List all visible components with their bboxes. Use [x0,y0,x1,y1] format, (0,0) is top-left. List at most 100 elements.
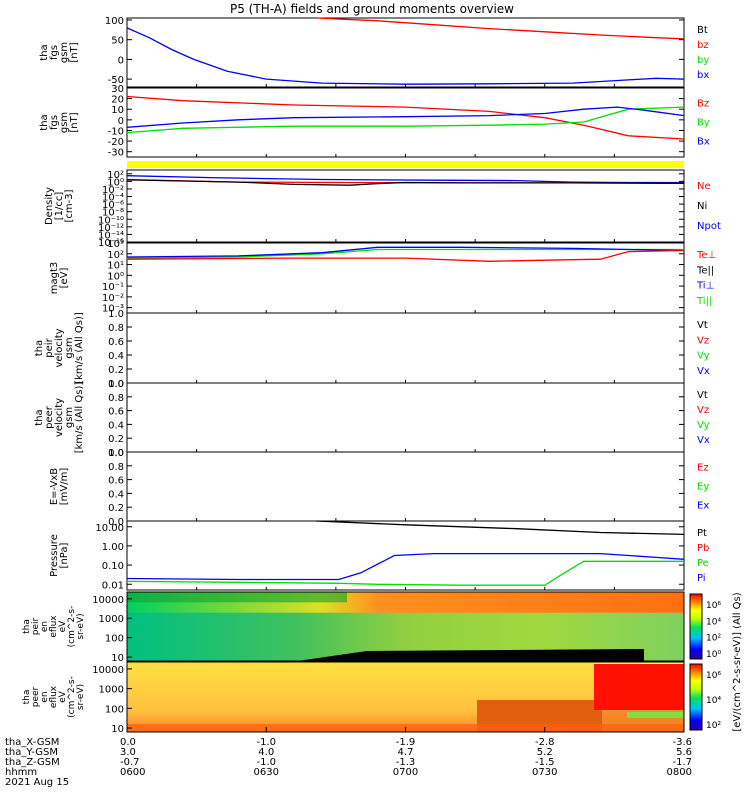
y-tick-label: 10⁻² [102,293,124,304]
x-tick-label: 5.6 [676,747,692,758]
y-axis-label: [nT] [69,42,80,62]
y-tick-label: 0.2 [108,503,124,514]
y-axis-label: [cm-3] [64,189,75,222]
chart-title: P5 (TH-A) fields and ground moments over… [230,2,514,16]
y-tick-label: 10³ [107,239,124,250]
y-axis-label: fgs [49,115,60,130]
y-tick-label: 10⁰ [107,271,124,282]
panel-frame [126,451,685,522]
series-line-Ti|| [126,248,684,259]
series-line-Pe [126,560,684,586]
y-axis-label: [nPa] [59,542,70,568]
legend-entry: Pi [697,573,706,584]
colorbar-tick-label: 10⁴ [706,696,721,706]
y-axis-label: [nT] [69,112,80,132]
y-axis-label: tha [39,44,50,60]
x-tick-label: -2.8 [535,737,555,748]
y-tick-label: 10⁻¹ [102,282,124,293]
x-tick-label: 0800 [667,767,692,778]
y-tick-label: 10⁻¹⁰ [98,215,124,226]
x-tick-label: -1.7 [672,757,692,768]
legend-entry: Pt [697,528,707,539]
legend-entry: Pb [697,543,709,554]
y-tick-label: 10⁰ [107,177,124,188]
y-tick-label: 0.8 [108,462,124,473]
x-axis-row-label: tha_X-GSM [5,737,59,748]
y-axis-label: eV [58,690,68,703]
panel-frame [126,17,685,88]
y-tick-label: 30 [111,84,124,95]
legend-entry: Vx [697,366,710,377]
x-axis-row-label: tha_Z-GSM [5,757,60,768]
colorbar-tick-label: 10⁶ [706,601,721,611]
panel-frame [126,312,685,384]
y-tick-label: 100 [105,704,124,715]
y-axis-label: peer [44,405,55,429]
y-tick-label: -20 [108,137,124,148]
y-tick-label: 0.01 [102,580,124,591]
panel-frame [126,87,685,158]
x-tick-label: -1.9 [396,737,416,748]
spectrogram-fill [594,664,684,710]
y-tick-label: 20 [111,95,124,106]
y-tick-label: 0.4 [108,420,124,431]
legend-entry: bz [697,40,709,51]
y-tick-label: 10 [111,653,124,664]
legend-entry: Vt [697,320,708,331]
series-line-By [126,106,685,134]
y-axis-label: tha [39,114,50,130]
x-tick-label: 4.0 [258,747,274,758]
y-tick-label: 10 [111,724,124,735]
x-tick-label: -0.7 [120,757,140,768]
y-tick-label: -50 [108,75,124,86]
y-axis-label: [eV] [59,268,70,289]
x-tick-label: 0.0 [120,737,136,748]
spectrogram-gap [297,649,644,661]
legend-entry: Bx [697,137,710,148]
y-tick-label: 0.8 [108,393,124,404]
spectrogram-peer-eflux: 10000 1000 100 10 tha peer en eflux eV (cm^2-s-sr… [22,661,721,735]
y-axis-label: gsm [59,112,70,133]
y-tick-label: 100 [105,634,124,645]
y-axis-label: eflux [49,685,59,708]
x-tick-label: 0600 [120,767,145,778]
x-tick-label: -1.3 [396,757,416,768]
y-tick-label: 0.0 [108,379,124,390]
y-tick-label: 0.2 [108,365,124,376]
x-tick-label: -1.5 [535,757,555,768]
y-axis-label: tha [34,409,45,425]
y-axis-label: [km/s (All Qs)] [74,312,85,384]
y-tick-label: 10⁻⁶ [102,200,124,211]
y-tick-label: 1.0 [108,309,124,320]
legend-entry: Ti|| [696,296,712,307]
y-tick-label: 10000 [92,665,124,676]
x-tick-label: 4.7 [398,747,414,758]
colorbar-tick-label: 10⁴ [706,617,721,627]
y-axis-label: gsm [59,42,70,63]
y-axis-label: velocity [54,398,65,437]
x-tick-label: -3.6 [672,737,692,748]
y-axis-label: en [40,691,50,702]
y-tick-label: 50 [111,36,124,47]
y-axis-label: (cm^2-s- [67,606,77,648]
y-axis-label: peir [31,617,41,635]
series-line-Pt [316,520,685,536]
panel-peer-velocity: 1.0 0.8 0.6 0.4 0.2 0.0 tha peer velocity gsm [km/… [34,379,710,459]
panel-fgs-gsm: 100 50 0 -50 tha fgs gsm [nT] Bt bz by bx [39,16,709,88]
y-tick-label: 0.6 [108,337,124,348]
y-axis-label: gsm [64,407,75,428]
legend-entry: Npot [697,221,721,232]
y-axis-label: fgs [49,45,60,60]
y-axis-label: magt3 [49,262,60,295]
y-tick-label: 10⁻¹² [98,223,124,234]
y-tick-label: 1.00 [102,542,124,553]
legend-entry: By [697,118,710,129]
y-axis-label: velocity [54,328,65,367]
y-tick-label: 10⁻¹⁶ [98,238,124,249]
legend-entry: Vx [697,435,710,446]
legend-entry: Vz [697,405,709,416]
spectrogram-fill [127,592,347,603]
legend-entry: Ez [697,462,709,473]
legend-entry: Bt [697,25,708,36]
colorbar [689,593,703,660]
